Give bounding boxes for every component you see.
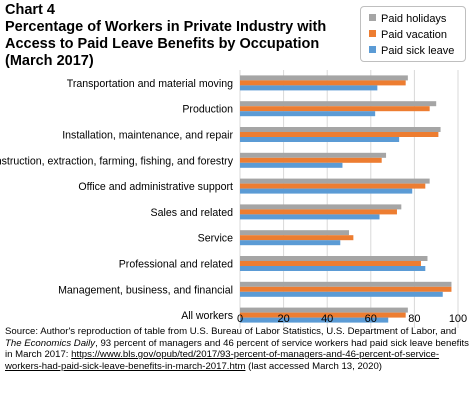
source-link[interactable]: https://www.bls.gov/opub/ted/2017/93-per… — [5, 349, 440, 372]
bar — [240, 101, 437, 107]
bar — [240, 152, 387, 158]
bar — [240, 178, 430, 184]
chart-title-line: Percentage of Workers in Private Industr… — [5, 19, 327, 35]
x-tick-label: 80 — [408, 313, 420, 325]
source-middle: , 93 percent of managers and 46 percent … — [5, 337, 469, 361]
bar — [240, 111, 376, 117]
bar — [240, 204, 402, 210]
bar — [240, 75, 408, 81]
chart-title-line: (March 2017) — [5, 53, 94, 69]
bar — [240, 132, 439, 137]
bar — [240, 235, 354, 241]
legend-label: Paid sick leave — [381, 45, 455, 57]
bar — [240, 281, 452, 287]
category-label: Construction, extraction, farming, fishi… — [0, 155, 234, 167]
bar — [240, 85, 378, 91]
legend-label: Paid holidays — [381, 13, 447, 25]
legend-swatch — [369, 14, 376, 21]
bar — [240, 256, 428, 261]
legend-item-paid-holidays: Paid holidays — [369, 13, 446, 26]
category-label: Transportation and material moving — [67, 78, 233, 90]
category-label: Office and administrative support — [78, 181, 233, 193]
category-label: Management, business, and financial — [58, 284, 233, 296]
bar — [240, 209, 397, 215]
bar — [240, 214, 380, 220]
bar — [240, 137, 400, 142]
bar — [240, 291, 443, 297]
bar — [240, 157, 382, 163]
bar — [240, 286, 452, 292]
category-label: Sales and related — [151, 207, 234, 219]
bar — [240, 188, 413, 194]
bar-chart: Transportation and material moving Produc… — [0, 70, 467, 328]
source-suffix: (last accessed March 13, 2020) — [245, 360, 382, 372]
chart-title-line: Access to Paid Leave Benefits by Occupat… — [5, 36, 320, 52]
bar — [240, 183, 426, 189]
bar — [240, 317, 389, 323]
chart-legend: Paid holidays Paid vacation Paid sick le… — [360, 6, 466, 62]
source-publication: The Economics Daily — [5, 337, 96, 349]
category-label: All workers — [181, 310, 233, 322]
legend-label: Paid vacation — [381, 29, 448, 41]
x-tick-label: 100 — [449, 313, 467, 325]
bar — [240, 106, 430, 112]
bar — [240, 312, 406, 318]
source-note: Source: Author's reproduction of table f… — [5, 326, 471, 372]
bar — [240, 230, 349, 236]
bar — [240, 266, 426, 271]
x-tick-label: 0 — [237, 313, 243, 325]
x-tick-label: 60 — [365, 313, 377, 325]
category-label: Production — [182, 104, 233, 116]
x-tick-label: 40 — [321, 313, 333, 325]
bar — [240, 127, 441, 132]
bar — [240, 80, 406, 86]
bar — [240, 261, 421, 266]
bar — [240, 162, 343, 168]
bar — [240, 307, 408, 313]
legend-swatch — [369, 30, 376, 37]
legend-item-paid-vacation: Paid vacation — [369, 29, 447, 42]
category-label: Service — [198, 233, 233, 245]
bar — [240, 240, 341, 246]
legend-swatch — [369, 46, 376, 53]
chart-title: Chart 4 Percentage of Workers in Private… — [5, 2, 345, 70]
x-tick-label: 20 — [277, 313, 289, 325]
chart-title-line: Chart 4 — [5, 2, 55, 18]
category-label: Installation, maintenance, and repair — [62, 130, 233, 142]
source-prefix: Source: Author's reproduction of table f… — [5, 326, 457, 337]
legend-item-paid-sick-leave: Paid sick leave — [369, 45, 454, 58]
category-label: Professional and related — [119, 259, 233, 271]
